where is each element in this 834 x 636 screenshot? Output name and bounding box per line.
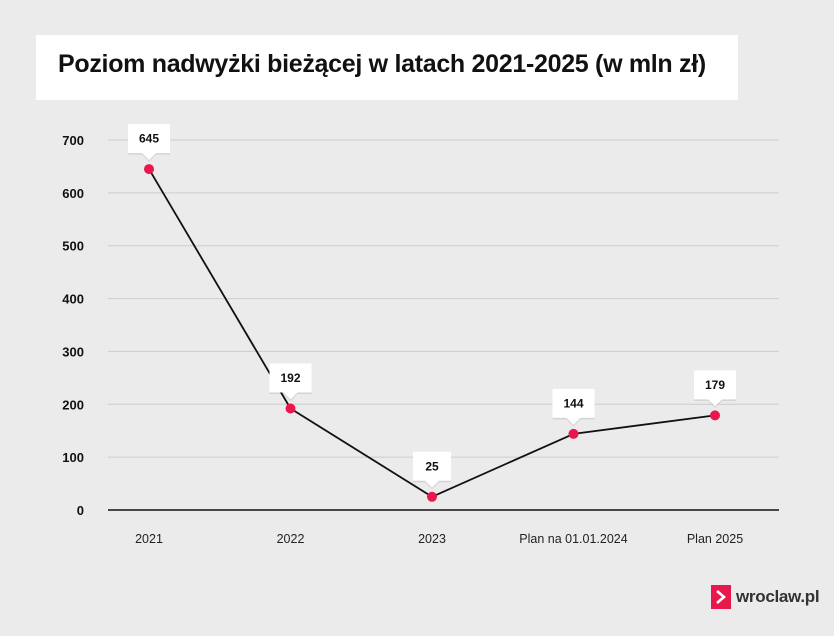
y-tick-label: 600	[62, 186, 84, 201]
callout-box	[413, 451, 451, 488]
data-label-callout: 192	[269, 363, 312, 402]
callout-box	[552, 388, 595, 425]
x-tick-label: 2021	[135, 532, 163, 546]
title-box: Poziom nadwyżki bieżącej w latach 2021-2…	[36, 35, 738, 100]
x-tick-label: Plan 2025	[687, 532, 743, 546]
data-label: 645	[139, 132, 159, 146]
series-points	[144, 164, 720, 502]
x-tick-label: 2022	[277, 532, 305, 546]
brand-logo[interactable]: wroclaw.pl	[711, 585, 820, 609]
y-tick-label: 500	[62, 239, 84, 254]
series-line-path	[148, 168, 716, 498]
data-point[interactable]	[710, 410, 720, 421]
x-tick-label: 2023	[418, 532, 446, 546]
data-point[interactable]	[285, 403, 296, 414]
chart-title: Poziom nadwyżki bieżącej w latach 2021-2…	[58, 50, 706, 78]
data-point[interactable]	[427, 491, 437, 502]
x-tick-label: Plan na 01.01.2024	[519, 532, 627, 546]
data-label: 144	[563, 396, 583, 410]
callout-box	[694, 370, 736, 407]
grid-lines	[108, 139, 779, 511]
data-label-callout: 25	[413, 451, 451, 490]
data-label: 192	[280, 371, 300, 385]
data-label: 179	[705, 378, 725, 392]
series-line	[148, 168, 716, 498]
callout-box	[128, 124, 170, 161]
data-label: 25	[425, 459, 439, 473]
callout-box	[269, 363, 312, 400]
brand-name: wroclaw.pl	[736, 587, 820, 606]
chevron-right-icon	[711, 585, 731, 609]
data-label-callout: 144	[552, 388, 595, 427]
y-tick-label: 200	[62, 397, 84, 412]
data-label-callout: 645	[128, 124, 170, 162]
y-tick-label: 400	[62, 292, 84, 307]
data-point[interactable]	[568, 428, 579, 439]
y-axis-ticks: 0 100 200 300 400 500 600 700	[62, 133, 84, 518]
y-tick-label: 0	[77, 503, 84, 518]
x-axis-ticks: 2021 2022 2023 Plan na 01.01.2024 Plan 2025	[135, 532, 743, 546]
y-tick-label: 700	[62, 133, 84, 148]
y-tick-label: 100	[62, 450, 84, 465]
data-point[interactable]	[144, 164, 154, 175]
y-tick-label: 300	[62, 344, 84, 359]
data-labels: 645 192 25 144 179	[128, 124, 736, 490]
data-label-callout: 179	[694, 370, 736, 408]
